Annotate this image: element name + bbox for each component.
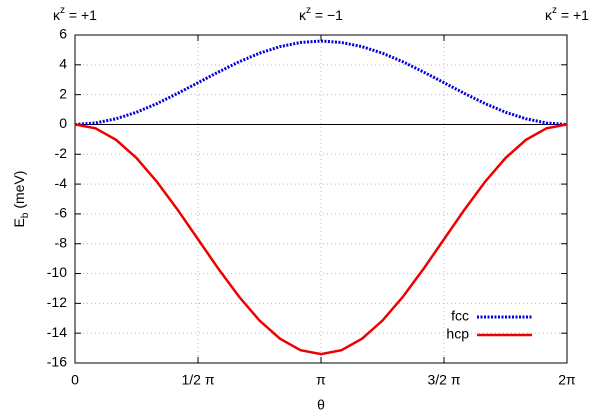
series-line xyxy=(74,123,568,356)
y-tick-label: 2 xyxy=(59,85,67,101)
y-axis-label: Eb (meV) xyxy=(11,171,31,228)
x-tick-label: 3/2 π xyxy=(427,372,460,388)
y-label-sub: b xyxy=(20,212,31,218)
annotation: κz = +1 xyxy=(545,5,589,23)
x-axis-label: θ xyxy=(317,397,325,413)
annotation-sup: z xyxy=(60,5,65,16)
plot-frame xyxy=(74,34,568,364)
y-label-rest: (meV) xyxy=(11,171,27,213)
annotation-rest: = +1 xyxy=(557,7,589,23)
series-line xyxy=(74,39,568,126)
x-tick-label: 0 xyxy=(71,372,79,388)
y-tick-label: -6 xyxy=(55,205,68,221)
annotation-base: κ xyxy=(299,7,307,23)
y-label-base: E xyxy=(11,218,27,227)
y-tick-label: -4 xyxy=(55,175,68,191)
y-tick-label: -14 xyxy=(47,324,67,340)
annotation-rest: = +1 xyxy=(65,7,97,23)
y-tick-label: -12 xyxy=(47,294,67,310)
y-tick-label: -2 xyxy=(55,145,68,161)
annotation-rest: = −1 xyxy=(311,7,343,23)
x-tick-label: π xyxy=(316,372,326,388)
y-tick-label: -16 xyxy=(47,354,67,370)
y-tick-label: -10 xyxy=(47,264,67,280)
legend-label: hcp xyxy=(446,326,469,342)
y-tick-label: 4 xyxy=(59,56,67,72)
annotation: κz = +1 xyxy=(53,5,97,23)
annotation: κz = −1 xyxy=(299,5,343,23)
x-tick-label: 1/2 π xyxy=(181,372,214,388)
annotation-sup: z xyxy=(306,5,311,16)
legend-label: fcc xyxy=(451,308,469,324)
annotation-sup: z xyxy=(552,5,557,16)
annotation-base: κ xyxy=(53,7,61,23)
y-tick-label: 6 xyxy=(59,26,67,42)
y-tick-label: 0 xyxy=(59,115,67,131)
y-tick-label: -8 xyxy=(55,234,68,250)
annotation-base: κ xyxy=(545,7,553,23)
x-tick-label: 2π xyxy=(558,372,576,388)
